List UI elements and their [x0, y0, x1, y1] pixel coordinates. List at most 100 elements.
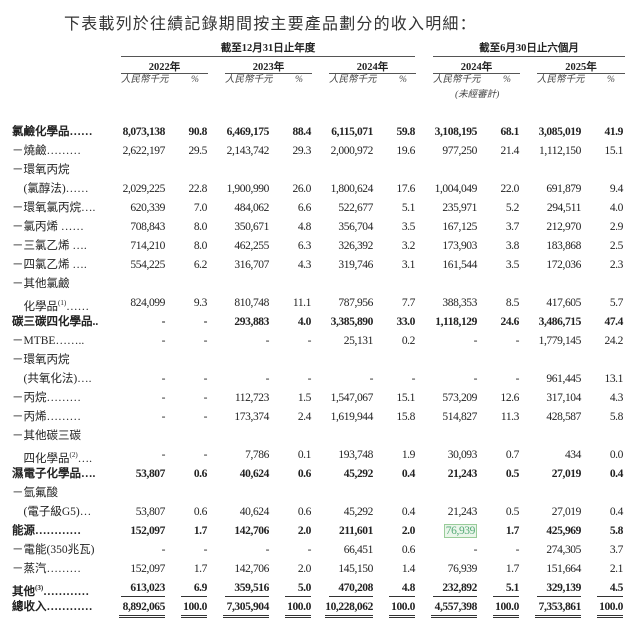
percentage-cell-wrap: 0.6	[402, 544, 416, 557]
amount-cell-wrap: -	[370, 373, 374, 386]
table-row: －丙烷……… - - 112,723 1.5 1,547,067 15.1 573,209 12…	[0, 389, 640, 408]
table-row: －三氯乙烯 …. 714,210 8.0 462,255 6.3 326,392 3.2 17…	[0, 237, 640, 256]
percentage-cell-wrap: 3.8	[506, 240, 520, 253]
table-row: (共氧化法)…. - - - - - - - - 961,445 13.1	[0, 370, 640, 389]
percentage-cell-wrap: 17.6	[396, 183, 415, 196]
leader-dots: ….	[77, 452, 93, 465]
amount-cell-wrap: 232,892	[433, 582, 477, 597]
amount-cell-wrap: 977,250	[442, 145, 477, 158]
amount-cell-wrap: 554,225	[130, 259, 165, 272]
percentage-cell-wrap: -	[516, 544, 520, 557]
percentage-cell-wrap: -	[204, 449, 208, 462]
percentage-cell-wrap: 68.1	[500, 126, 519, 139]
amount-cell: 211,601	[339, 525, 373, 537]
percentage-cell: 0.1	[297, 449, 312, 461]
percentage-cell-wrap: -	[516, 335, 520, 348]
percentage-cell: 5.0	[285, 582, 311, 597]
amount-cell: -	[265, 373, 270, 385]
table-row: 能源………… 152,097 1.7 142,706 2.0 211,601 2.0 76,9…	[0, 522, 640, 541]
row-label-text: 四化學品	[12, 452, 70, 465]
amount-cell-wrap: 1,779,145	[539, 335, 582, 348]
amount-cell: -	[265, 335, 270, 347]
year-header-2025-h1: 2025年	[537, 59, 625, 74]
amount-cell: 30,093	[447, 449, 478, 461]
percentage-cell-wrap: 0.6	[193, 468, 208, 481]
amount-cell: 613,023	[121, 582, 165, 597]
row-label-text: (共氧化法)….	[12, 373, 92, 385]
percentage-cell: -	[307, 373, 312, 385]
percentage-cell: 2.0	[401, 525, 416, 537]
amount-cell: -	[161, 316, 166, 328]
percentage-cell: 1.7	[193, 563, 208, 575]
percentage-cell-wrap: -	[307, 373, 312, 386]
percentage-cell-wrap: 2.9	[610, 221, 624, 234]
percentage-cell: 59.8	[396, 126, 415, 138]
percentage-cell-wrap: 0.5	[505, 468, 520, 481]
percentage-cell: 47.4	[604, 316, 623, 328]
amount-cell-wrap: 1,900,990	[227, 183, 270, 196]
footnote-marker: (3)	[35, 584, 44, 592]
percentage-cell: 4.8	[297, 221, 312, 233]
intro-text: 下表載列於往績記錄期間按主要產品劃分的收入明細：	[64, 16, 477, 33]
amount-cell: 173,903	[442, 240, 477, 252]
unit-value-label: 人民幣千元	[537, 75, 585, 85]
percentage-cell-wrap: 90.8	[188, 126, 207, 139]
year-header-2022: 2022年	[121, 59, 208, 74]
table-row: －燒鹼……… 2,622,197 29.5 2,143,742 29.3 2,000,97…	[0, 142, 640, 161]
amount-cell: 193,748	[338, 449, 373, 461]
percentage-cell-wrap: 13.1	[604, 373, 623, 386]
percentage-cell: 5.1	[493, 582, 519, 597]
amount-cell: 1,118,129	[435, 316, 477, 328]
percentage-cell-wrap: 1.7	[193, 563, 208, 576]
amount-cell: 1,547,067	[330, 392, 374, 404]
percentage-cell: 4.3	[609, 392, 624, 404]
amount-cell: 45,292	[343, 506, 374, 518]
amount-cell: 514,827	[442, 411, 477, 423]
percentage-cell: -	[203, 316, 208, 328]
percentage-cell-wrap: 3.5	[401, 221, 416, 234]
amount-cell-wrap: 434	[565, 449, 581, 462]
percentage-cell-wrap: 22.0	[500, 183, 519, 196]
amount-cell: 8,073,138	[122, 126, 166, 138]
amount-cell: 425,969	[546, 525, 581, 537]
percentage-cell: 2.0	[297, 563, 312, 575]
amount-cell: 356,704	[338, 221, 373, 233]
amount-cell-wrap: 514,827	[442, 411, 477, 424]
amount-cell-wrap: 183,868	[546, 240, 581, 253]
percentage-cell: 26.0	[292, 183, 311, 195]
row-label: －電能(350兆瓦)	[12, 544, 94, 557]
percentage-cell-wrap: 11.1	[293, 297, 312, 310]
amount-cell-wrap: -	[265, 373, 270, 386]
percentage-cell: 3.7	[505, 221, 520, 233]
percentage-cell: 3.5	[401, 221, 416, 233]
amount-cell-wrap: 25,131	[344, 335, 374, 348]
percentage-cell: 17.6	[396, 183, 415, 195]
row-label-text: 其他	[12, 585, 35, 598]
table-row: 碳三碳四化學品.. - - 293,883 4.0 3,385,890 33.0 1,118,…	[0, 313, 640, 332]
amount-cell: 316,707	[234, 259, 269, 271]
row-label: 總收入…………	[12, 601, 93, 614]
table-row: －環氧丙烷	[0, 351, 640, 370]
row-label: －三氯乙烯 ….	[12, 240, 87, 253]
percentage-cell: 100.0	[181, 601, 207, 618]
amount-cell: 522,677	[338, 202, 373, 214]
percentage-cell: 0.6	[193, 468, 208, 480]
row-label: －環氧氯丙烷….	[12, 202, 95, 215]
percentage-cell: 68.1	[500, 126, 519, 138]
unit-pct-label: %	[607, 75, 615, 85]
amount-cell-wrap: -	[162, 335, 166, 348]
percentage-cell-wrap: 8.0	[194, 240, 208, 253]
percentage-cell: -	[203, 411, 208, 423]
row-label: －環氧丙烷	[12, 164, 70, 177]
amount-cell-wrap: 691,879	[546, 183, 581, 196]
percentage-cell: 15.1	[396, 392, 415, 404]
amount-cell-wrap: 212,970	[546, 221, 581, 234]
leader-dots: …………	[43, 585, 90, 598]
amount-cell: 10,228,062	[325, 601, 373, 618]
percentage-cell: 0.6	[297, 468, 312, 480]
amount-cell-wrap: -	[162, 544, 166, 557]
percentage-cell: 0.5	[505, 468, 520, 480]
amount-cell: 7,353,861	[535, 601, 581, 618]
percentage-cell: 7.0	[193, 202, 208, 214]
percentage-cell: 2.5	[609, 240, 624, 252]
